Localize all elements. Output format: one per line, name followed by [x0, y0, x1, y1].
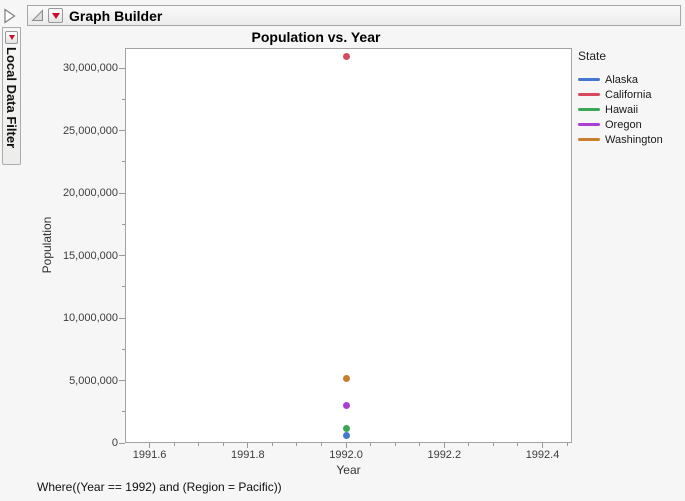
legend-swatch-icon [578, 93, 600, 96]
y-tick-label: 0 [111, 437, 118, 449]
red-triangle-menu-button[interactable] [48, 8, 63, 23]
y-tick-label: 20,000,000 [62, 187, 118, 199]
y-tick-label: 15,000,000 [62, 249, 118, 262]
x-tick-label: 1991.8 [230, 449, 265, 461]
legend-swatch-icon [578, 138, 600, 141]
x-major-tick [247, 443, 249, 448]
legend-swatch-icon [578, 78, 600, 81]
x-minor-tick [468, 443, 470, 446]
legend-item-hawaii[interactable]: Hawaii [578, 102, 678, 117]
report-header: Graph Builder [27, 5, 681, 26]
data-point-hawaii[interactable] [342, 425, 350, 433]
y-axis-title: Population [40, 216, 54, 274]
x-minor-tick [370, 443, 372, 446]
legend: State Alaska California Hawaii Oregon Washin… [578, 49, 678, 147]
legend-label: Oregon [605, 118, 642, 131]
x-tick-label: 1992.4 [525, 449, 560, 461]
legend-item-alaska[interactable]: Alaska [578, 72, 678, 87]
x-minor-tick [492, 443, 494, 446]
x-minor-tick [566, 443, 568, 446]
x-minor-tick [517, 443, 519, 446]
x-major-tick [345, 443, 347, 448]
data-point-washington[interactable] [342, 374, 350, 382]
x-minor-tick [271, 443, 273, 446]
x-axis-title: Year [336, 463, 361, 477]
legend-label: California [605, 88, 652, 101]
red-triangle-icon [51, 12, 60, 19]
x-major-tick [443, 443, 445, 448]
legend-item-california[interactable]: California [578, 87, 678, 102]
data-point-oregon[interactable] [342, 402, 350, 409]
data-point-california[interactable] [342, 53, 350, 61]
local-data-filter-label: Local Data Filter [4, 47, 19, 149]
x-major-tick [149, 443, 151, 448]
y-tick-label: 30,000,000 [62, 62, 118, 74]
red-triangle-icon [8, 35, 15, 40]
local-data-filter-tab[interactable]: Local Data Filter [2, 27, 21, 165]
chart-title: Population vs. Year [251, 29, 381, 45]
legend-label: Hawaii [605, 103, 639, 116]
legend-swatch-icon [578, 108, 600, 111]
y-tick-label: 25,000,000 [62, 124, 118, 137]
x-minor-tick [320, 443, 322, 446]
x-minor-tick [296, 443, 298, 446]
legend-item-washington[interactable]: Washington [578, 132, 678, 147]
x-tick-label: 1992.0 [329, 449, 363, 461]
report-title: Graph Builder [69, 7, 163, 24]
legend-title: State [578, 49, 607, 63]
y-tick-label: 5,000,000 [69, 374, 118, 387]
x-tick-label: 1991.6 [132, 449, 167, 461]
legend-label: Alaska [605, 73, 639, 86]
data-point-alaska[interactable] [342, 432, 350, 439]
x-tick-label: 1992.2 [427, 449, 462, 461]
disclosure-open-triangle-icon[interactable] [31, 9, 44, 22]
legend-swatch-icon [578, 123, 600, 126]
legend-items: Alaska California Hawaii Oregon Washington [578, 72, 678, 147]
x-minor-tick [222, 443, 224, 446]
collapsed-panel-arrow-icon[interactable] [3, 8, 17, 24]
x-minor-tick [173, 443, 175, 446]
x-major-tick [542, 443, 544, 448]
x-minor-tick [394, 443, 396, 446]
filter-red-triangle-menu-button[interactable] [5, 31, 18, 44]
x-minor-tick [419, 443, 421, 446]
where-clause: Where((Year == 1992) and (Region = Pacif… [37, 480, 282, 494]
y-tick-label: 10,000,000 [62, 312, 118, 324]
x-minor-tick [198, 443, 200, 446]
legend-label: Washington [605, 133, 663, 146]
plot-area[interactable] [125, 48, 572, 443]
legend-item-oregon[interactable]: Oregon [578, 117, 678, 132]
